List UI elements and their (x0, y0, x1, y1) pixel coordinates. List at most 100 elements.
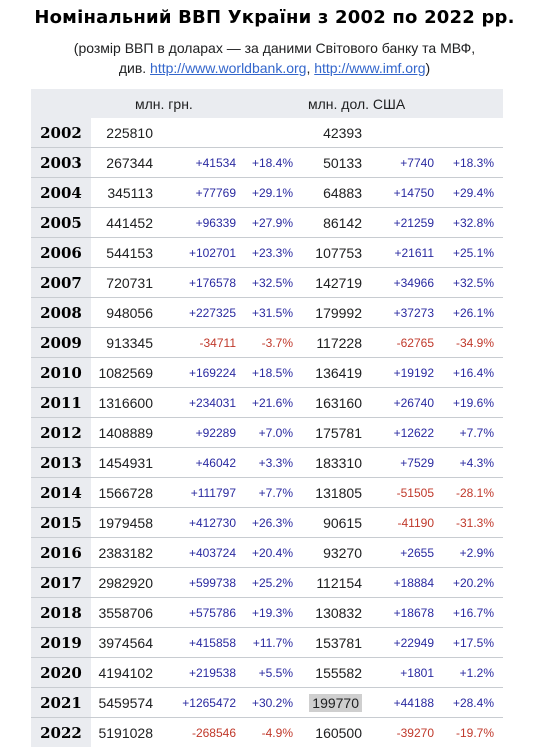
uah-pct-cell: +3.3% (236, 447, 293, 478)
worldbank-link[interactable]: http://www.worldbank.org (150, 60, 307, 76)
uah-value-cell: 441452 (91, 207, 162, 238)
gdp-table-body: 2002 225810 42393 2003 267344 +41534 +18.4% 501… (31, 118, 503, 747)
uah-pct-cell: +25.2% (236, 567, 293, 598)
usd-value-cell: 50133 (293, 147, 373, 178)
usd-delta-cell: -51505 (373, 477, 434, 508)
uah-value-cell: 4194102 (91, 657, 162, 688)
uah-value-cell: 2383182 (91, 537, 162, 568)
table-row: 2002 225810 42393 (31, 118, 503, 148)
subtitle: (розмір ВВП в доларах — за даними Світов… (0, 38, 549, 78)
usd-delta-cell: +44188 (373, 687, 434, 718)
page-title: Номінальний ВВП України з 2002 по 2022 р… (34, 7, 515, 28)
usd-value-cell: 131805 (293, 477, 373, 508)
table-row: 2015 1979458 +412730 +26.3% 90615 -41190 -31.3… (31, 507, 503, 538)
uah-pct-cell: +18.4% (236, 147, 293, 178)
header-year-cell (31, 89, 91, 118)
uah-delta-cell: +46042 (162, 447, 236, 478)
usd-delta-cell: +7740 (373, 147, 434, 178)
uah-value-cell: 3974564 (91, 627, 162, 658)
uah-delta-cell: +41534 (162, 147, 236, 178)
year-cell: 2020 (31, 657, 91, 688)
usd-pct-cell: -31.3% (434, 507, 503, 538)
uah-delta-cell: +102701 (162, 237, 236, 268)
uah-pct-cell: +23.3% (236, 237, 293, 268)
uah-value-cell: 3558706 (91, 597, 162, 628)
usd-value-cell: 183310 (293, 447, 373, 478)
usd-pct-cell: +32.5% (434, 267, 503, 298)
uah-delta-cell: +415858 (162, 627, 236, 658)
uah-delta-cell: +227325 (162, 297, 236, 328)
table-row: 2009 913345 -34711 -3.7% 117228 -62765 -34.9% (31, 327, 503, 358)
usd-delta-cell: -62765 (373, 327, 434, 358)
uah-delta-cell (162, 118, 236, 148)
uah-delta-cell: +599738 (162, 567, 236, 598)
usd-delta-cell: +2655 (373, 537, 434, 568)
uah-value-cell: 913345 (91, 327, 162, 358)
year-cell: 2010 (31, 357, 91, 388)
gdp-table: млн. грн. млн. дол. США 2002 225810 42393 2… (31, 89, 503, 747)
year-cell: 2003 (31, 147, 91, 178)
uah-value-cell: 5191028 (91, 717, 162, 747)
table-header-row: млн. грн. млн. дол. США (31, 89, 503, 118)
usd-value-cell: 117228 (293, 327, 373, 358)
uah-pct-cell: +31.5% (236, 297, 293, 328)
uah-pct-cell: +7.0% (236, 417, 293, 448)
usd-delta-cell: +12622 (373, 417, 434, 448)
uah-delta-cell: +219538 (162, 657, 236, 688)
uah-pct-cell: +20.4% (236, 537, 293, 568)
year-cell: 2012 (31, 417, 91, 448)
uah-pct-cell: +27.9% (236, 207, 293, 238)
uah-delta-cell: +111797 (162, 477, 236, 508)
usd-delta-cell: +22949 (373, 627, 434, 658)
usd-value-cell: 199770 (293, 687, 373, 718)
usd-value-cell: 155582 (293, 657, 373, 688)
table-row: 2012 1408889 +92289 +7.0% 175781 +12622 +7.7% (31, 417, 503, 448)
usd-pct-cell: +20.2% (434, 567, 503, 598)
year-cell: 2009 (31, 327, 91, 358)
uah-delta-cell: +234031 (162, 387, 236, 418)
year-cell: 2005 (31, 207, 91, 238)
subtitle-prefix: див. (118, 60, 151, 76)
usd-delta-cell: +7529 (373, 447, 434, 478)
usd-pct-cell: +18.3% (434, 147, 503, 178)
uah-value-cell: 720731 (91, 267, 162, 298)
usd-pct-cell: +25.1% (434, 237, 503, 268)
uah-delta-cell: +92289 (162, 417, 236, 448)
usd-value-cell: 163160 (293, 387, 373, 418)
usd-delta-cell: +34966 (373, 267, 434, 298)
uah-pct-cell: -4.9% (236, 717, 293, 747)
year-cell: 2019 (31, 627, 91, 658)
usd-delta-cell (373, 118, 434, 148)
year-cell: 2006 (31, 237, 91, 268)
table-row: 2016 2383182 +403724 +20.4% 93270 +2655 +2.9% (31, 537, 503, 568)
year-cell: 2021 (31, 687, 91, 718)
uah-value-cell: 1979458 (91, 507, 162, 538)
usd-value-cell: 64883 (293, 177, 373, 208)
usd-pct-cell: +2.9% (434, 537, 503, 568)
usd-value-cell: 42393 (323, 124, 362, 141)
table-row: 2005 441452 +96339 +27.9% 86142 +21259 +32.8% (31, 207, 503, 238)
usd-delta-cell: +19192 (373, 357, 434, 388)
usd-value-cell: 160500 (293, 717, 373, 747)
uah-value-cell: 345113 (91, 177, 162, 208)
year-cell: 2007 (31, 267, 91, 298)
uah-delta-cell: +169224 (162, 357, 236, 388)
usd-delta-cell: +21259 (373, 207, 434, 238)
imf-link[interactable]: http://www.imf.org (314, 60, 426, 76)
uah-pct-cell: +26.3% (236, 507, 293, 538)
usd-value-cell: 153781 (293, 627, 373, 658)
uah-value-cell: 948056 (91, 297, 162, 328)
table-row: 2017 2982920 +599738 +25.2% 112154 +18884 +20.… (31, 567, 503, 598)
usd-pct-cell (434, 118, 503, 148)
subtitle-suffix: ) (425, 60, 431, 76)
table-row: 2022 5191028 -268546 -4.9% 160500 -39270 -19.7… (31, 717, 503, 747)
table-row: 2006 544153 +102701 +23.3% 107753 +21611 +25.1… (31, 237, 503, 268)
year-cell: 2016 (31, 537, 91, 568)
table-row: 2003 267344 +41534 +18.4% 50133 +7740 +18.3% (31, 147, 503, 178)
usd-pct-cell: +17.5% (434, 627, 503, 658)
usd-pct-cell: +7.7% (434, 417, 503, 448)
usd-delta-cell: +1801 (373, 657, 434, 688)
usd-value-cell: 179992 (293, 297, 373, 328)
uah-pct-cell: +21.6% (236, 387, 293, 418)
uah-pct-cell: +11.7% (236, 627, 293, 658)
